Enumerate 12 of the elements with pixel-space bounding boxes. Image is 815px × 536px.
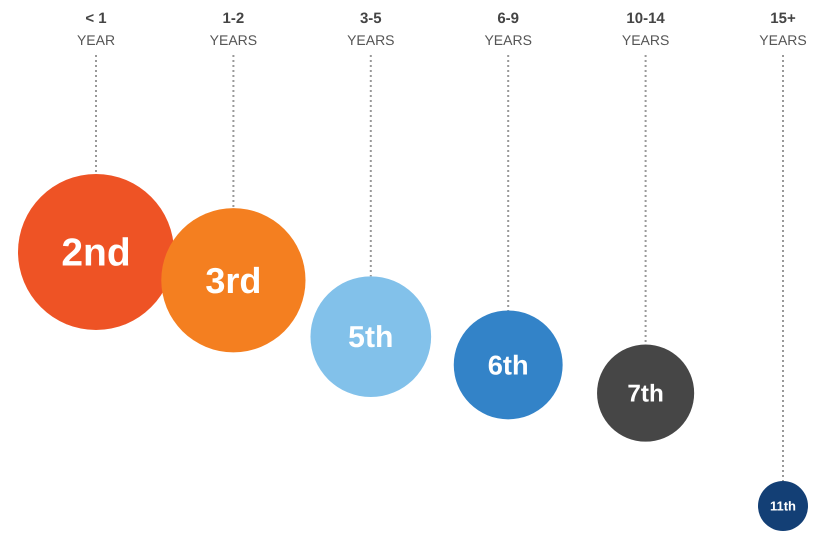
data-label: 11th (770, 498, 796, 514)
data-label: 5th (348, 321, 394, 354)
category-label: 15+ YEARS (759, 10, 807, 48)
category-label: < 1 YEAR (76, 10, 116, 48)
category-label: 6-9 YEARS (484, 10, 532, 48)
category-label: 10-14 YEARS (622, 10, 670, 48)
data-label: 6th (488, 349, 529, 380)
category-label: 1-2 YEARS (210, 10, 258, 48)
data-label: 7th (627, 380, 664, 408)
data-label: 2nd (61, 232, 131, 275)
category-label: 3-5 YEARS (347, 10, 395, 48)
data-label: 3rd (205, 260, 262, 301)
